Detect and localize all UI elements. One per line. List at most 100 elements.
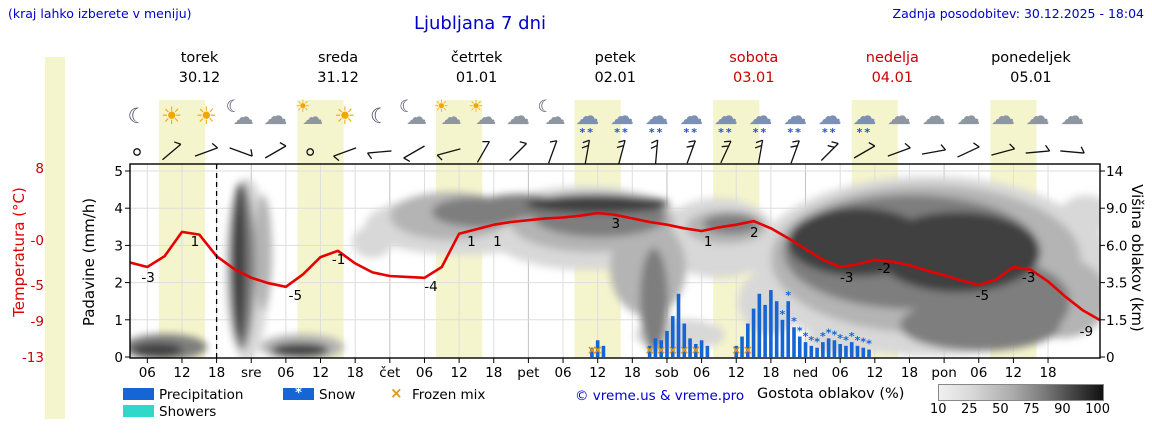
- precipitation-swatch: [123, 388, 154, 400]
- svg-text:*: *: [785, 289, 791, 302]
- cloud-height-tick: 6.0: [1106, 238, 1127, 254]
- temperature-value-label: -5: [289, 288, 302, 304]
- temperature-value-label: 3: [611, 216, 620, 232]
- cloud-density-scale-ticks: 10 25 50 75 90 100: [930, 402, 1110, 417]
- precipitation-legend-label: Precipitation: [159, 387, 244, 403]
- svg-text:06: 06: [416, 365, 433, 381]
- svg-text:sob: sob: [655, 365, 679, 381]
- day-name: sobota: [729, 50, 779, 66]
- temperature-tick: -9: [31, 314, 44, 330]
- day-name: torek: [180, 50, 219, 66]
- temperature-value-label: -3: [1022, 270, 1035, 286]
- temperature-axis-title: Temperatura (°C): [10, 187, 28, 317]
- cloud-height-tick: 14: [1106, 164, 1123, 180]
- svg-text:12: 12: [866, 365, 883, 381]
- precipitation-tick: 2: [114, 276, 123, 292]
- cloud-density-scale-title: Gostota oblakov (%): [757, 386, 905, 402]
- svg-text:18: 18: [485, 365, 502, 381]
- cloud-density-tick: 100: [1085, 402, 1110, 417]
- cloud-density-tick: 10: [930, 402, 947, 417]
- temperature-value-label: 1: [467, 234, 476, 250]
- svg-text:×: ×: [668, 343, 678, 357]
- temperature-value-label: -1: [332, 252, 345, 268]
- svg-text:18: 18: [624, 365, 641, 381]
- svg-text:*: *: [797, 325, 803, 338]
- precipitation-tick: 5: [114, 164, 123, 180]
- svg-text:06: 06: [970, 365, 987, 381]
- temperature-value-label: -9: [1080, 324, 1093, 340]
- left-strip: [45, 57, 65, 419]
- svg-text:*: *: [849, 330, 855, 343]
- svg-text:12: 12: [173, 365, 190, 381]
- svg-text:×: ×: [679, 343, 689, 357]
- svg-text:×: ×: [731, 343, 741, 357]
- frozen-mix-icon: ×: [390, 384, 403, 402]
- temperature-value-label: 1: [191, 234, 200, 250]
- day-name: petek: [594, 50, 636, 66]
- temperature-value-label: 1: [493, 234, 502, 250]
- svg-text:18: 18: [1039, 365, 1056, 381]
- svg-text:*: *: [808, 334, 814, 347]
- day-header-torek: torek 30.12: [130, 48, 269, 89]
- temperature-value-label: -4: [424, 279, 437, 295]
- svg-text:čet: čet: [379, 365, 400, 381]
- day-header-sreda: sreda 31.12: [269, 48, 408, 89]
- svg-text:18: 18: [901, 365, 918, 381]
- svg-text:18: 18: [208, 365, 225, 381]
- frozen-mix-legend-label: Frozen mix: [412, 387, 486, 403]
- day-name: ponedeljek: [991, 50, 1071, 66]
- svg-text:*: *: [866, 338, 872, 351]
- x-axis-labels: 06 12 18 sre 06 12 18 čet 06 12 18 pet 06 12 18 sob 06 12…: [139, 358, 1057, 381]
- svg-text:*: *: [860, 336, 866, 349]
- svg-text:18: 18: [762, 365, 779, 381]
- cloud-density-tick: 90: [1054, 402, 1071, 417]
- day-date: 03.01: [733, 70, 775, 87]
- temperature-tick: -13: [22, 350, 44, 366]
- precipitation-axis-title: Padavine (mm/h): [80, 197, 98, 327]
- showers-swatch: [123, 405, 154, 417]
- day-header-nedelja: nedelja 04.01: [823, 48, 962, 89]
- day-date: 02.01: [594, 70, 636, 87]
- day-header-sobota: sobota 03.01: [684, 48, 823, 89]
- temperature-tick: 8: [35, 161, 44, 177]
- svg-text:06: 06: [554, 365, 571, 381]
- plot-frame: [129, 163, 1101, 359]
- svg-text:*: *: [843, 334, 849, 347]
- menu-hint: (kraj lahko izberete v meniju): [8, 6, 192, 21]
- svg-text:×: ×: [593, 343, 603, 357]
- snow-swatch-icon: *: [283, 387, 314, 400]
- temperature-line: [130, 211, 1100, 322]
- day-date: 31.12: [317, 70, 359, 87]
- temperature-value-label: 1: [704, 234, 713, 250]
- cloud-density-tick: 75: [1023, 402, 1040, 417]
- svg-text:06: 06: [277, 365, 294, 381]
- svg-text:12: 12: [312, 365, 329, 381]
- svg-text:12: 12: [728, 365, 745, 381]
- precipitation-tick: 4: [114, 201, 123, 217]
- svg-text:12: 12: [1005, 365, 1022, 381]
- svg-text:sre: sre: [241, 365, 262, 381]
- cloud-height-axis-title: Višina oblakov (km): [1128, 184, 1146, 332]
- wind-barbs: [133, 139, 1085, 165]
- cloud-density-tick: 25: [961, 402, 978, 417]
- day-date: 05.01: [1010, 70, 1052, 87]
- svg-text:*: *: [826, 326, 832, 339]
- svg-text:*: *: [814, 336, 820, 349]
- day-date: 04.01: [871, 70, 914, 87]
- svg-text:*: *: [837, 332, 843, 345]
- svg-text:×: ×: [691, 343, 701, 357]
- temperature-tick: -5: [31, 278, 44, 294]
- svg-text:*: *: [820, 330, 826, 343]
- svg-text:×: ×: [645, 343, 655, 357]
- precipitation-bars: **** * * * * * * * * * * * *×× × × × × × × ×: [587, 289, 872, 357]
- svg-text:×: ×: [656, 343, 666, 357]
- temperature-tick: -0: [31, 233, 44, 249]
- svg-text:12: 12: [589, 365, 606, 381]
- temperature-value-label: -5: [976, 288, 989, 304]
- svg-text:06: 06: [832, 365, 849, 381]
- last-updated: Zadnja posodobitev: 30.12.2025 - 18:04: [892, 6, 1144, 21]
- svg-text:pon: pon: [931, 365, 956, 381]
- cloud-height-tick: 9.0: [1106, 201, 1127, 217]
- precipitation-tick: 0: [114, 350, 123, 366]
